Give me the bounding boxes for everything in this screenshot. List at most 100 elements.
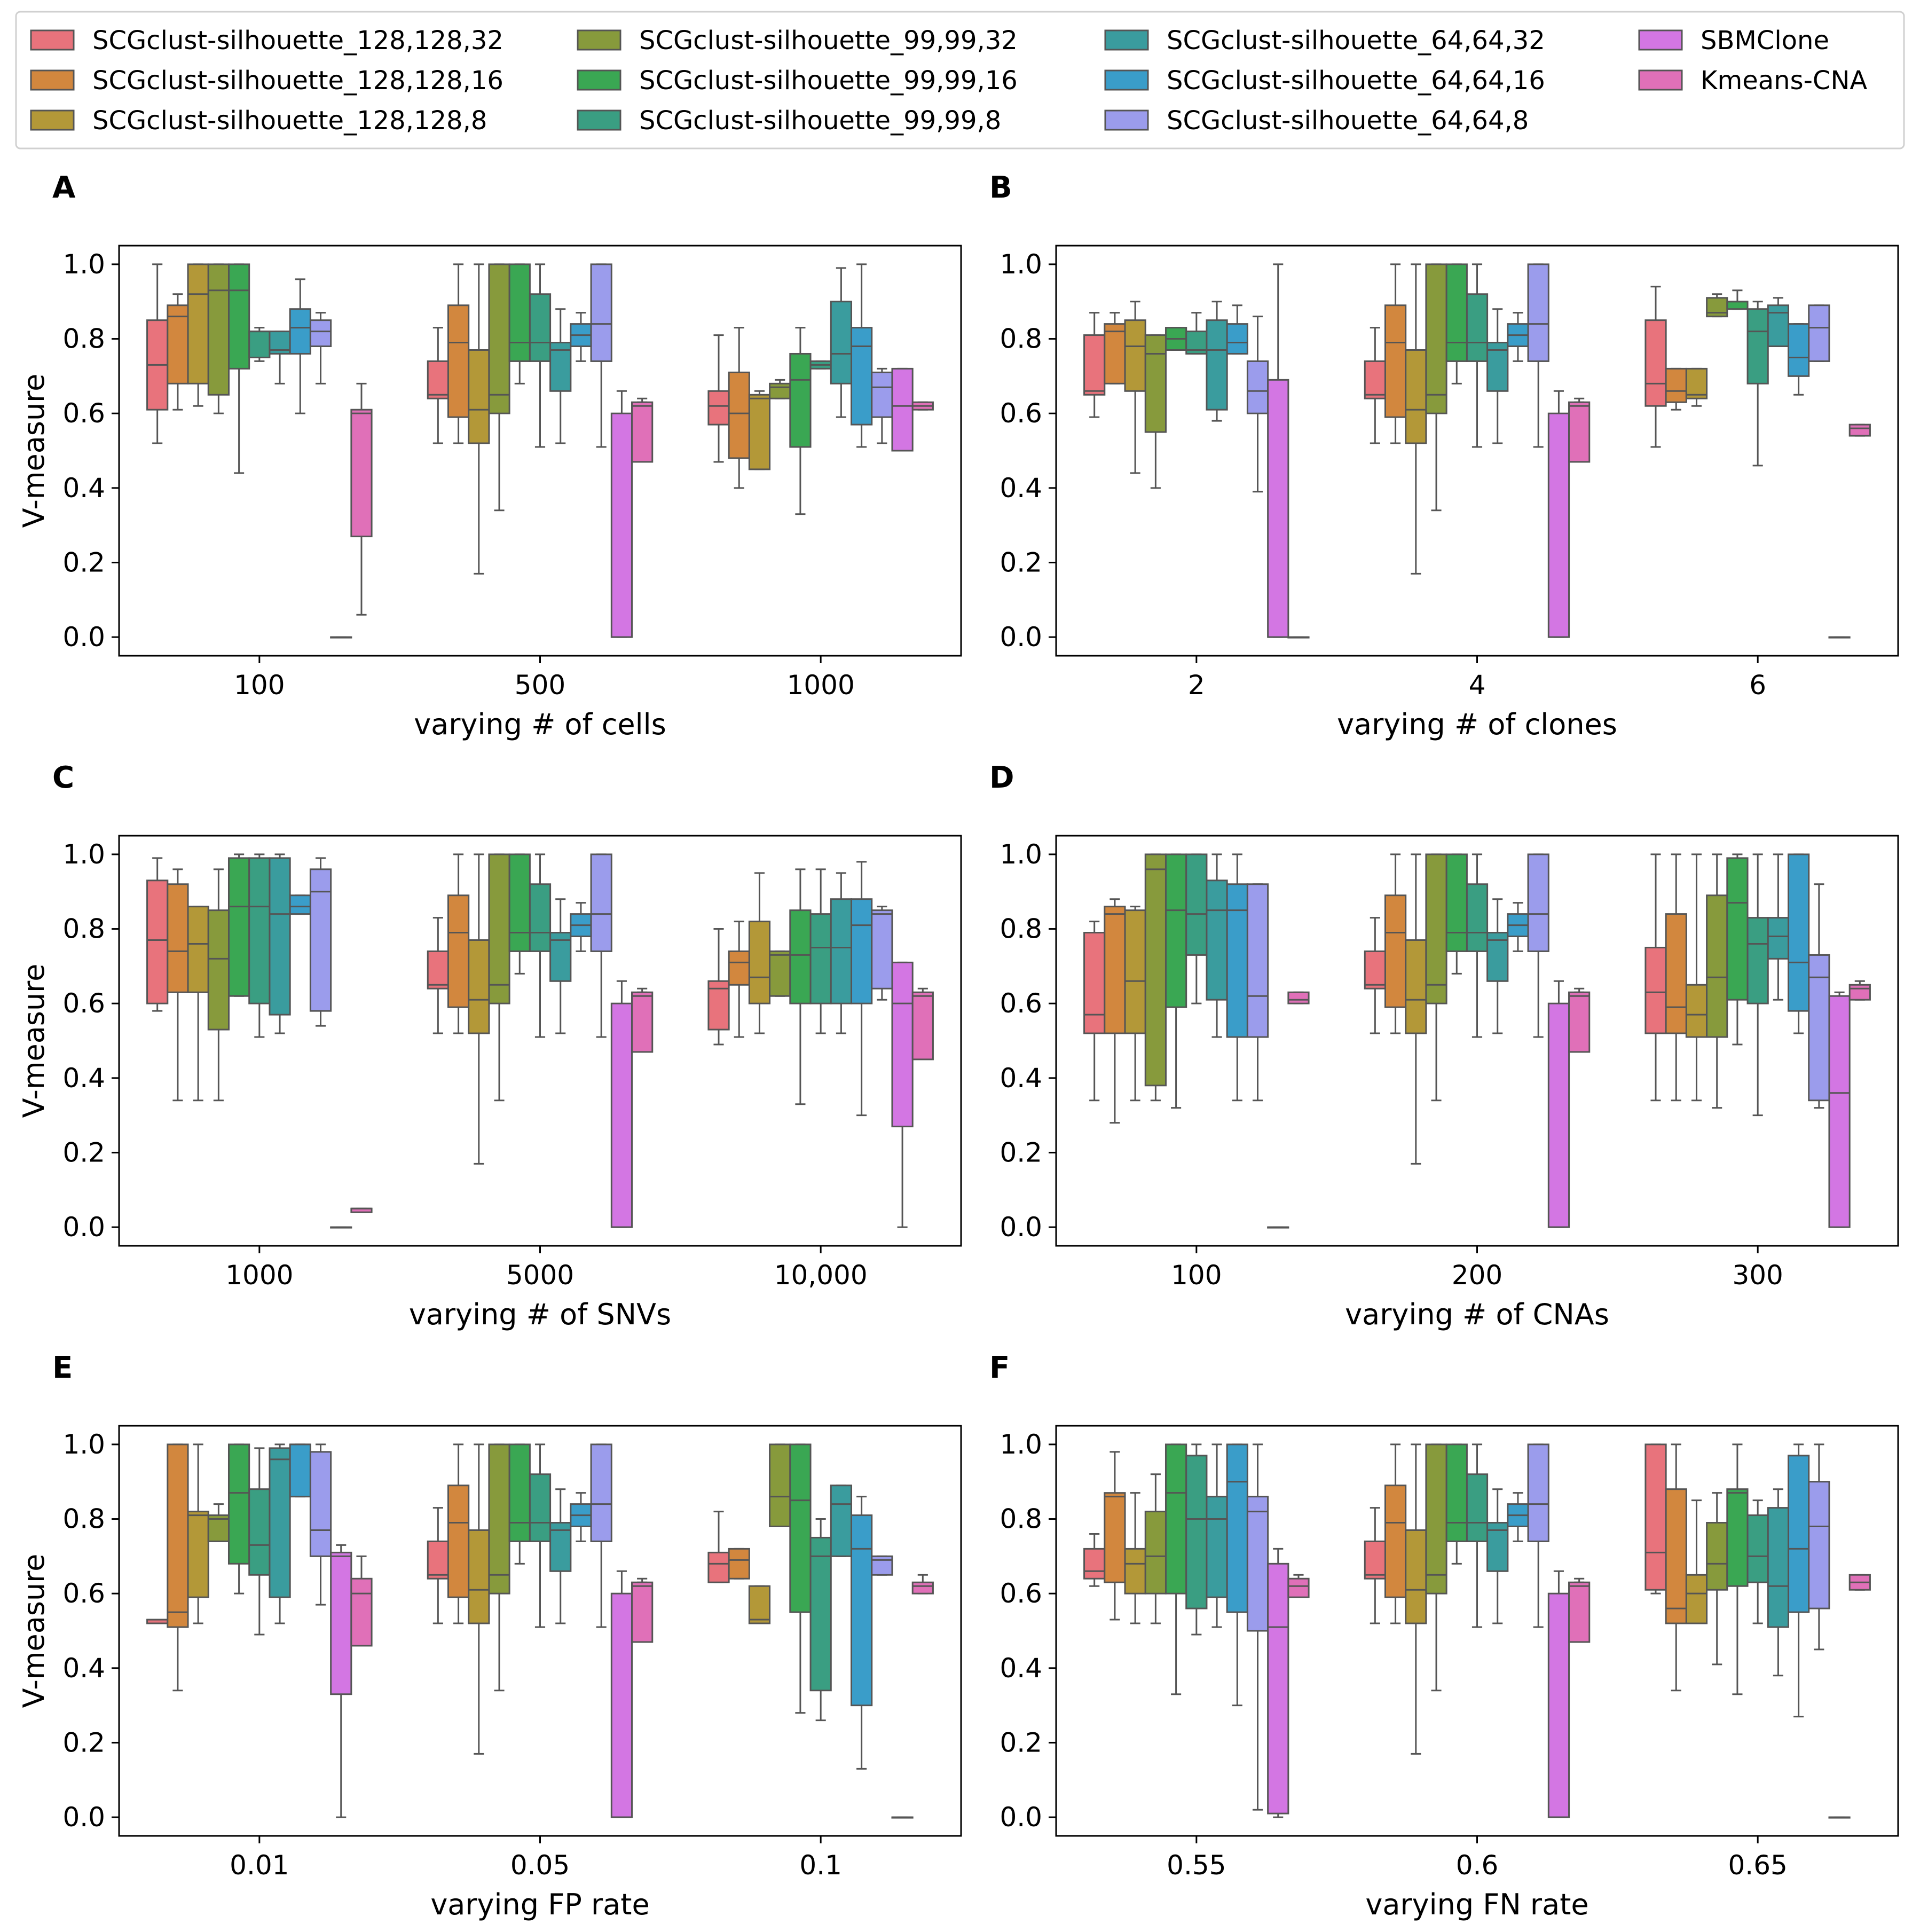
box-c-0-2 bbox=[187, 906, 209, 1102]
box-a-0-5 bbox=[248, 327, 271, 362]
box-f-0-9 bbox=[1267, 1548, 1289, 1818]
box-c-1-6 bbox=[549, 898, 572, 1034]
box-iqr bbox=[1665, 367, 1687, 403]
box-a-2-8 bbox=[871, 367, 893, 444]
box-iqr bbox=[707, 1551, 730, 1583]
box-iqr bbox=[830, 1485, 853, 1557]
box-iqr bbox=[1246, 1496, 1269, 1632]
box-iqr bbox=[529, 883, 552, 952]
box-e-2-7 bbox=[851, 1496, 873, 1770]
box-b-1-8 bbox=[1527, 263, 1549, 448]
y-axis-label: V-measure bbox=[17, 1554, 51, 1708]
box-iqr bbox=[1706, 894, 1728, 1038]
box-iqr bbox=[447, 894, 470, 1008]
box-d-0-7 bbox=[1226, 853, 1248, 1102]
panel-letter: B bbox=[989, 170, 1012, 205]
box-a-1-1 bbox=[447, 263, 470, 444]
box-d-2-10 bbox=[1848, 980, 1871, 1001]
box-iqr bbox=[748, 1585, 771, 1624]
box-b-2-3 bbox=[1706, 293, 1728, 318]
box-iqr bbox=[488, 853, 510, 1004]
box-d-1-2 bbox=[1405, 853, 1427, 1165]
box-e-0-7 bbox=[289, 1443, 311, 1498]
box-iqr bbox=[1527, 1443, 1549, 1542]
legend-label: SCGclust-silhouette_99,99,16 bbox=[639, 66, 1018, 96]
box-e-2-8 bbox=[871, 1555, 893, 1576]
box-iqr bbox=[1568, 991, 1591, 1053]
box-iqr bbox=[1828, 995, 1851, 1228]
box-e-2-9 bbox=[891, 1816, 914, 1819]
legend-swatch bbox=[1104, 109, 1149, 131]
box-iqr bbox=[1267, 1562, 1289, 1815]
box-a-1-6 bbox=[549, 308, 572, 444]
legend-entry: SCGclust-silhouette_64,64,32 bbox=[1104, 26, 1545, 56]
box-iqr bbox=[167, 1443, 189, 1628]
box-iqr bbox=[1364, 1540, 1386, 1580]
x-axis-label: varying FN rate bbox=[1365, 1888, 1588, 1921]
box-iqr bbox=[1164, 853, 1187, 1008]
box-iqr bbox=[1185, 853, 1208, 956]
box-iqr bbox=[447, 304, 470, 418]
box-iqr bbox=[1104, 323, 1126, 384]
box-iqr bbox=[851, 898, 873, 1004]
box-a-0-6 bbox=[269, 331, 291, 384]
box-iqr bbox=[427, 950, 449, 989]
box-a-1-10 bbox=[631, 397, 654, 463]
box-iqr bbox=[1767, 304, 1790, 348]
box-iqr bbox=[871, 909, 893, 989]
box-iqr bbox=[187, 263, 209, 384]
box-c-0-3 bbox=[207, 868, 230, 1102]
y-tick-label: 0.4 bbox=[1000, 1653, 1042, 1684]
box-iqr bbox=[1144, 1511, 1167, 1595]
y-tick-label: 0.6 bbox=[62, 398, 105, 429]
box-f-1-10 bbox=[1568, 1577, 1591, 1643]
box-d-2-8 bbox=[1808, 883, 1830, 1109]
box-iqr bbox=[769, 950, 791, 997]
box-iqr bbox=[207, 909, 230, 1031]
y-tick-label: 0.6 bbox=[1000, 398, 1042, 429]
box-f-1-5 bbox=[1466, 1443, 1489, 1628]
box-iqr bbox=[427, 1540, 449, 1580]
box-iqr bbox=[1527, 263, 1549, 362]
box-iqr bbox=[891, 367, 914, 452]
box-iqr bbox=[1425, 1443, 1447, 1595]
legend-label: Kmeans-CNA bbox=[1701, 66, 1867, 96]
box-e-2-5 bbox=[809, 1518, 832, 1722]
box-e-0-3 bbox=[207, 1503, 230, 1542]
y-axis-label: V-measure bbox=[17, 374, 51, 528]
box-c-2-5 bbox=[809, 868, 832, 1034]
y-tick-label: 0.8 bbox=[1000, 324, 1042, 355]
box-b-2-5 bbox=[1746, 301, 1769, 467]
box-d-1-6 bbox=[1486, 898, 1509, 1034]
y-tick-label: 0.2 bbox=[1000, 547, 1042, 578]
legend-label: SCGclust-silhouette_128,128,16 bbox=[92, 66, 503, 96]
box-a-0-3 bbox=[207, 263, 230, 414]
box-e-0-0 bbox=[146, 1619, 169, 1624]
box-e-1-2 bbox=[468, 1443, 490, 1755]
panels: A 0.0 0.2 0.4 0.6 0.8 1.0 100 500 1000 varying # o… bbox=[17, 170, 1899, 1921]
box-e-2-4 bbox=[789, 1443, 812, 1714]
box-b-1-1 bbox=[1384, 263, 1407, 444]
box-f-2-1 bbox=[1665, 1443, 1687, 1692]
x-axis-label: varying # of SNVs bbox=[409, 1298, 671, 1331]
y-tick-label: 0.4 bbox=[62, 473, 105, 504]
axes-frame bbox=[1055, 1425, 1899, 1837]
box-c-1-7 bbox=[570, 902, 592, 952]
axes-frame bbox=[118, 835, 962, 1247]
box-c-2-8 bbox=[871, 906, 893, 1001]
box-iqr bbox=[1246, 883, 1269, 1038]
box-iqr bbox=[748, 921, 771, 1004]
box-a-2-1 bbox=[728, 327, 750, 489]
box-c-2-6 bbox=[830, 872, 853, 1034]
box-a-0-10 bbox=[350, 382, 373, 616]
box-e-0-1 bbox=[167, 1443, 189, 1692]
box-f-1-4 bbox=[1445, 1443, 1468, 1565]
box-f-0-1 bbox=[1104, 1451, 1126, 1621]
box-f-0-4 bbox=[1164, 1443, 1187, 1695]
box-a-0-0 bbox=[146, 263, 169, 444]
box-iqr bbox=[1685, 1574, 1708, 1624]
legend-swatch bbox=[577, 29, 621, 51]
box-b-2-6 bbox=[1767, 297, 1790, 348]
box-iqr bbox=[911, 991, 934, 1061]
box-a-0-1 bbox=[167, 293, 189, 411]
